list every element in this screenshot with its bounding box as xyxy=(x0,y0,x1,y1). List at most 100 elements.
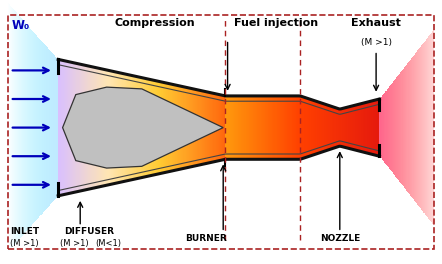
Polygon shape xyxy=(12,8,13,247)
Polygon shape xyxy=(120,73,122,182)
Polygon shape xyxy=(342,109,343,147)
Polygon shape xyxy=(368,102,369,153)
Polygon shape xyxy=(72,63,73,193)
Polygon shape xyxy=(159,82,160,174)
Polygon shape xyxy=(116,72,117,183)
Text: Compression: Compression xyxy=(114,18,195,29)
Polygon shape xyxy=(301,96,302,159)
Polygon shape xyxy=(392,82,393,173)
Polygon shape xyxy=(247,96,248,159)
Polygon shape xyxy=(222,95,223,160)
Polygon shape xyxy=(415,53,416,203)
Polygon shape xyxy=(396,77,397,178)
Polygon shape xyxy=(274,96,275,159)
Polygon shape xyxy=(180,86,181,169)
Polygon shape xyxy=(325,104,326,151)
Polygon shape xyxy=(399,74,400,182)
Polygon shape xyxy=(82,65,83,191)
Polygon shape xyxy=(87,66,88,189)
Polygon shape xyxy=(170,84,171,171)
Polygon shape xyxy=(428,36,429,219)
Polygon shape xyxy=(269,96,270,159)
Polygon shape xyxy=(259,96,260,159)
Polygon shape xyxy=(14,10,15,245)
Polygon shape xyxy=(26,23,27,232)
Polygon shape xyxy=(56,58,57,197)
Polygon shape xyxy=(225,96,226,159)
Polygon shape xyxy=(165,83,166,172)
Polygon shape xyxy=(407,64,408,191)
Polygon shape xyxy=(433,30,434,225)
Polygon shape xyxy=(391,84,392,171)
Polygon shape xyxy=(77,64,79,191)
Polygon shape xyxy=(410,60,411,196)
Polygon shape xyxy=(40,39,41,216)
Polygon shape xyxy=(155,81,156,175)
Polygon shape xyxy=(330,106,331,149)
Polygon shape xyxy=(423,43,424,213)
Polygon shape xyxy=(210,93,211,162)
Polygon shape xyxy=(290,96,292,159)
Polygon shape xyxy=(101,69,102,186)
Polygon shape xyxy=(353,106,354,149)
Polygon shape xyxy=(31,30,32,225)
Polygon shape xyxy=(194,89,195,166)
Polygon shape xyxy=(315,101,316,154)
Polygon shape xyxy=(278,96,279,159)
Polygon shape xyxy=(217,94,218,161)
Text: (M<1): (M<1) xyxy=(95,239,122,248)
Polygon shape xyxy=(220,95,221,160)
Polygon shape xyxy=(381,96,382,159)
Polygon shape xyxy=(53,55,54,200)
Text: (M >1): (M >1) xyxy=(61,239,89,248)
Polygon shape xyxy=(234,96,235,159)
Polygon shape xyxy=(191,88,192,167)
Polygon shape xyxy=(67,62,68,194)
Polygon shape xyxy=(385,91,386,164)
Polygon shape xyxy=(351,106,353,149)
Polygon shape xyxy=(317,102,318,153)
Polygon shape xyxy=(38,38,39,218)
Polygon shape xyxy=(238,96,239,159)
Polygon shape xyxy=(305,98,307,157)
Polygon shape xyxy=(153,80,155,175)
Polygon shape xyxy=(13,9,14,246)
Polygon shape xyxy=(79,64,80,191)
Polygon shape xyxy=(27,25,28,230)
Polygon shape xyxy=(181,86,183,169)
Polygon shape xyxy=(186,87,187,168)
Polygon shape xyxy=(133,76,134,179)
Polygon shape xyxy=(268,96,269,159)
Polygon shape xyxy=(322,103,323,152)
Polygon shape xyxy=(398,75,399,180)
Polygon shape xyxy=(18,15,19,241)
Polygon shape xyxy=(389,86,390,169)
Polygon shape xyxy=(359,104,360,151)
Polygon shape xyxy=(81,64,82,191)
Polygon shape xyxy=(246,96,247,159)
Polygon shape xyxy=(284,96,285,159)
Polygon shape xyxy=(272,96,274,159)
Polygon shape xyxy=(406,64,407,191)
Polygon shape xyxy=(283,96,284,159)
Polygon shape xyxy=(374,100,375,155)
Polygon shape xyxy=(115,72,116,183)
Polygon shape xyxy=(302,97,303,158)
Polygon shape xyxy=(221,95,222,160)
Polygon shape xyxy=(223,96,224,160)
Polygon shape xyxy=(148,79,149,176)
Polygon shape xyxy=(32,31,33,224)
Polygon shape xyxy=(375,100,376,155)
Polygon shape xyxy=(189,88,190,167)
Polygon shape xyxy=(402,70,403,185)
Polygon shape xyxy=(94,67,95,188)
Polygon shape xyxy=(192,89,193,166)
Polygon shape xyxy=(134,76,135,179)
Polygon shape xyxy=(22,19,23,236)
Polygon shape xyxy=(295,96,296,159)
Polygon shape xyxy=(19,16,20,239)
Polygon shape xyxy=(69,62,70,193)
Polygon shape xyxy=(44,44,45,211)
Polygon shape xyxy=(239,96,240,159)
Polygon shape xyxy=(378,99,379,156)
